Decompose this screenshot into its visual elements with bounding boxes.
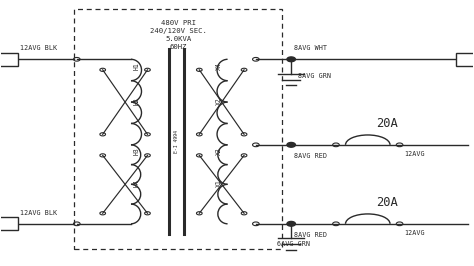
Bar bbox=[74, 9, 282, 249]
Text: 8AVG RED: 8AVG RED bbox=[293, 232, 327, 238]
Text: H3: H3 bbox=[134, 147, 140, 155]
Text: 12AVG: 12AVG bbox=[404, 230, 425, 236]
Text: 480V PRI
240/120V SEC.
5.0KVA
60HZ: 480V PRI 240/120V SEC. 5.0KVA 60HZ bbox=[150, 20, 207, 50]
Bar bbox=[0, 53, 18, 66]
Text: X1: X1 bbox=[216, 179, 222, 187]
Text: X3: X3 bbox=[216, 147, 222, 155]
Text: E-I 4994: E-I 4994 bbox=[174, 130, 179, 153]
Text: 12AVG BLK: 12AVG BLK bbox=[20, 210, 57, 216]
Circle shape bbox=[287, 221, 295, 226]
Text: H2: H2 bbox=[134, 97, 140, 105]
Text: 6AVG GRN: 6AVG GRN bbox=[277, 240, 310, 247]
Text: 12AVG BLK: 12AVG BLK bbox=[20, 45, 57, 51]
Text: 20A: 20A bbox=[376, 117, 398, 130]
Text: 12AVG: 12AVG bbox=[404, 151, 425, 157]
Circle shape bbox=[287, 57, 295, 62]
Text: X4: X4 bbox=[216, 62, 222, 70]
Text: 8AVG WHT: 8AVG WHT bbox=[293, 45, 327, 51]
Text: H4: H4 bbox=[134, 179, 140, 187]
Text: H1: H1 bbox=[134, 62, 140, 70]
Text: X2: X2 bbox=[216, 97, 222, 105]
Bar bbox=[0, 217, 18, 230]
Text: 20A: 20A bbox=[376, 196, 398, 209]
Text: 8AVG GRN: 8AVG GRN bbox=[298, 73, 331, 80]
Circle shape bbox=[287, 143, 295, 147]
Bar bbox=[456, 53, 474, 66]
Text: 8AVG RED: 8AVG RED bbox=[293, 153, 327, 159]
